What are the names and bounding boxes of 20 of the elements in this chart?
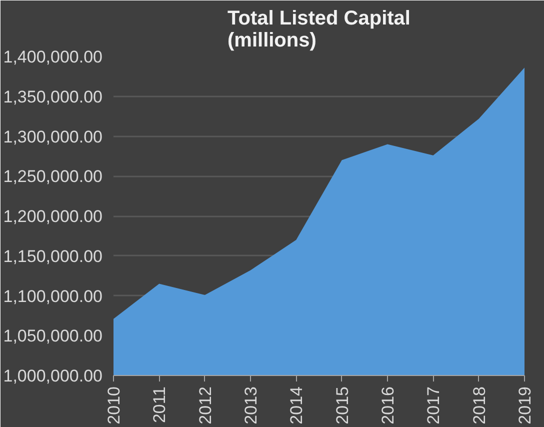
x-tick-label: 2013 [242, 386, 260, 424]
x-tick-label: 2016 [378, 386, 398, 424]
y-tick-label: 1,200,000.00 [3, 207, 103, 226]
x-tick-label: 2014 [287, 386, 306, 424]
y-tick-label: 1,050,000.00 [3, 326, 103, 346]
y-tick-label: 1,400,000.00 [3, 48, 103, 66]
y-tick-label: 1,100,000.00 [3, 286, 103, 306]
y-tick-label: 1,000,000.00 [3, 366, 103, 386]
x-tick-label: 2015 [332, 386, 352, 424]
y-tick-label: 1,350,000.00 [3, 87, 103, 106]
x-tick-label: 2010 [104, 386, 124, 424]
x-tick-label: 2011 [150, 386, 170, 424]
x-tick-label: 2018 [470, 386, 489, 424]
y-tick-label: 1,250,000.00 [3, 167, 103, 186]
x-tick-label: 2019 [516, 386, 534, 424]
y-tick-label: 1,150,000.00 [3, 246, 103, 266]
y-tick-label: 1,300,000.00 [3, 127, 103, 146]
chart-title: Total Listed Capital (millions) [228, 8, 410, 52]
x-tick-label: 2012 [196, 386, 215, 424]
x-tick-label: 2017 [424, 386, 444, 424]
